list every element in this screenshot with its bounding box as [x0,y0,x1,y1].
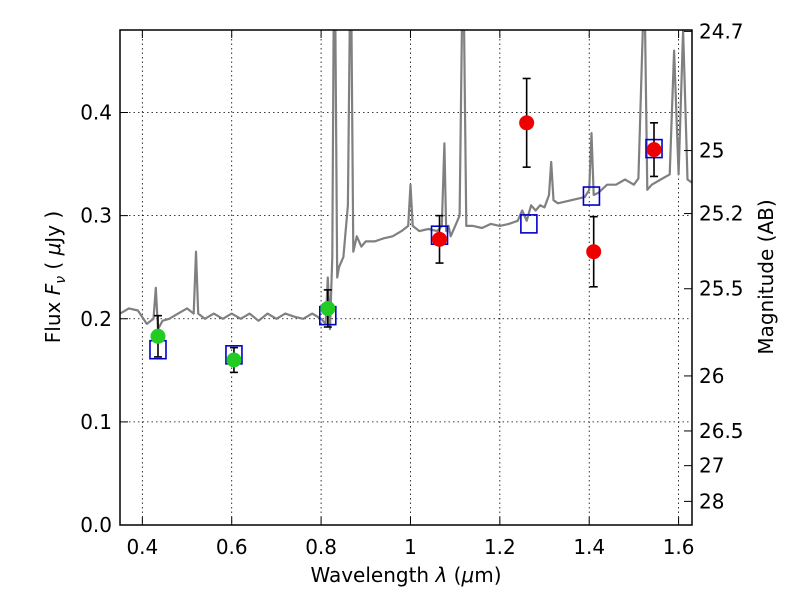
data-point-2-1 [226,352,242,368]
x-tick-label-1: 0.6 [216,535,248,559]
y-tick-label-2: 0.2 [80,307,112,331]
y-axis-title: Flux Fν ( μJy ) [41,211,69,343]
data-point-3-0 [432,231,448,247]
mag-tick-label-4: 26 [699,364,724,388]
mag-tick-label-5: 26.5 [699,419,744,443]
y2-axis-title: Magnitude (AB) [754,199,778,354]
x-tick-label-3: 1 [404,535,417,559]
mag-tick-label-0: 24.7 [699,19,744,43]
y-tick-label-3: 0.3 [80,204,112,228]
mag-tick-label-1: 25 [699,139,724,163]
data-point-2-0 [150,328,166,344]
plot-frame [119,29,693,526]
x-tick-label-0: 0.4 [126,535,158,559]
y-tick-label-1: 0.1 [80,410,112,434]
axis-ticks: 0.4 0.6 0.8 1 1.2 1.4 1.6 0.0 0.1 0.2 0.3 0.4 24.7 25… [80,19,743,559]
mag-tick-label-3: 25.5 [699,277,744,301]
data-point-3-2 [586,244,602,260]
mag-tick-label-7: 28 [699,489,724,513]
x-axis-title: Wavelength λ (μm) [310,563,501,587]
sed-template-line [120,30,692,331]
x-tick-label-6: 1.6 [663,535,695,559]
y-tick-label-0: 0.0 [80,513,112,537]
mag-tick-label-6: 27 [699,454,724,478]
y-tick-label-4: 0.4 [80,101,112,125]
data-point-3-1 [519,115,535,131]
data-point-2-2 [320,300,336,316]
mag-tick-label-2: 25.2 [699,202,744,226]
model-square-5 [582,186,601,206]
x-tick-label-4: 1.2 [484,535,516,559]
x-tick-label-2: 0.8 [305,535,337,559]
plot-area [120,30,692,374]
x-tick-label-5: 1.4 [573,535,605,559]
data-point-3-3 [646,142,662,158]
model-square-4 [520,214,538,234]
